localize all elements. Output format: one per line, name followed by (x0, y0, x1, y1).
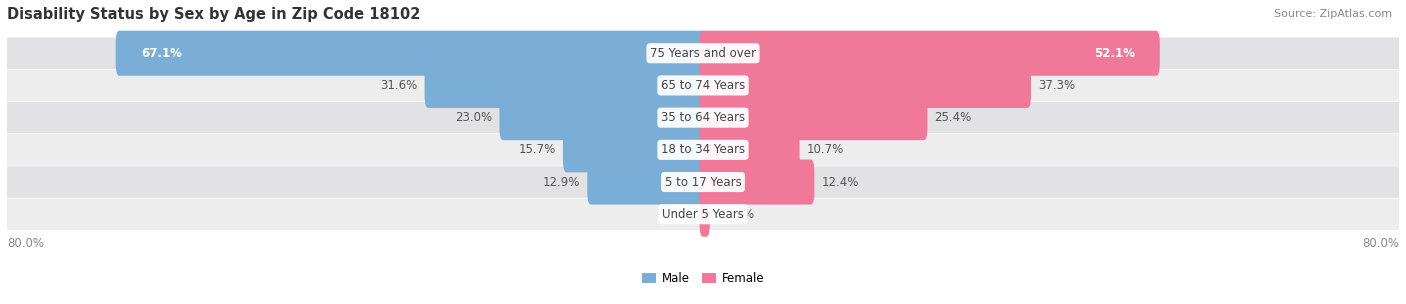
Text: 23.0%: 23.0% (456, 111, 492, 124)
Text: 67.1%: 67.1% (141, 47, 181, 60)
Text: 18 to 34 Years: 18 to 34 Years (661, 143, 745, 156)
FancyBboxPatch shape (7, 199, 1399, 230)
FancyBboxPatch shape (700, 127, 800, 172)
Text: 37.3%: 37.3% (1038, 79, 1076, 92)
Text: 35 to 64 Years: 35 to 64 Years (661, 111, 745, 124)
Text: Under 5 Years: Under 5 Years (662, 208, 744, 221)
FancyBboxPatch shape (7, 166, 1399, 198)
FancyBboxPatch shape (7, 70, 1399, 101)
Legend: Male, Female: Male, Female (637, 267, 769, 290)
Text: 12.9%: 12.9% (543, 175, 581, 188)
FancyBboxPatch shape (7, 134, 1399, 166)
Text: 5 to 17 Years: 5 to 17 Years (665, 175, 741, 188)
FancyBboxPatch shape (115, 31, 706, 76)
Text: 52.1%: 52.1% (1094, 47, 1135, 60)
Text: 31.6%: 31.6% (381, 79, 418, 92)
Text: 65 to 74 Years: 65 to 74 Years (661, 79, 745, 92)
FancyBboxPatch shape (425, 63, 706, 108)
Text: 10.7%: 10.7% (807, 143, 844, 156)
FancyBboxPatch shape (7, 37, 1399, 69)
FancyBboxPatch shape (499, 95, 706, 140)
Text: Source: ZipAtlas.com: Source: ZipAtlas.com (1274, 9, 1392, 19)
Text: 15.7%: 15.7% (519, 143, 555, 156)
FancyBboxPatch shape (700, 160, 814, 205)
Text: 12.4%: 12.4% (821, 175, 859, 188)
Text: 0.39%: 0.39% (717, 208, 754, 221)
Text: 80.0%: 80.0% (1362, 237, 1399, 250)
Text: 25.4%: 25.4% (935, 111, 972, 124)
FancyBboxPatch shape (700, 192, 710, 237)
FancyBboxPatch shape (562, 127, 706, 172)
FancyBboxPatch shape (7, 102, 1399, 133)
FancyBboxPatch shape (700, 63, 1031, 108)
FancyBboxPatch shape (588, 160, 706, 205)
Text: 75 Years and over: 75 Years and over (650, 47, 756, 60)
FancyBboxPatch shape (700, 31, 1160, 76)
Text: 80.0%: 80.0% (7, 237, 44, 250)
Text: 0.0%: 0.0% (664, 208, 693, 221)
Text: Disability Status by Sex by Age in Zip Code 18102: Disability Status by Sex by Age in Zip C… (7, 7, 420, 22)
FancyBboxPatch shape (700, 95, 928, 140)
